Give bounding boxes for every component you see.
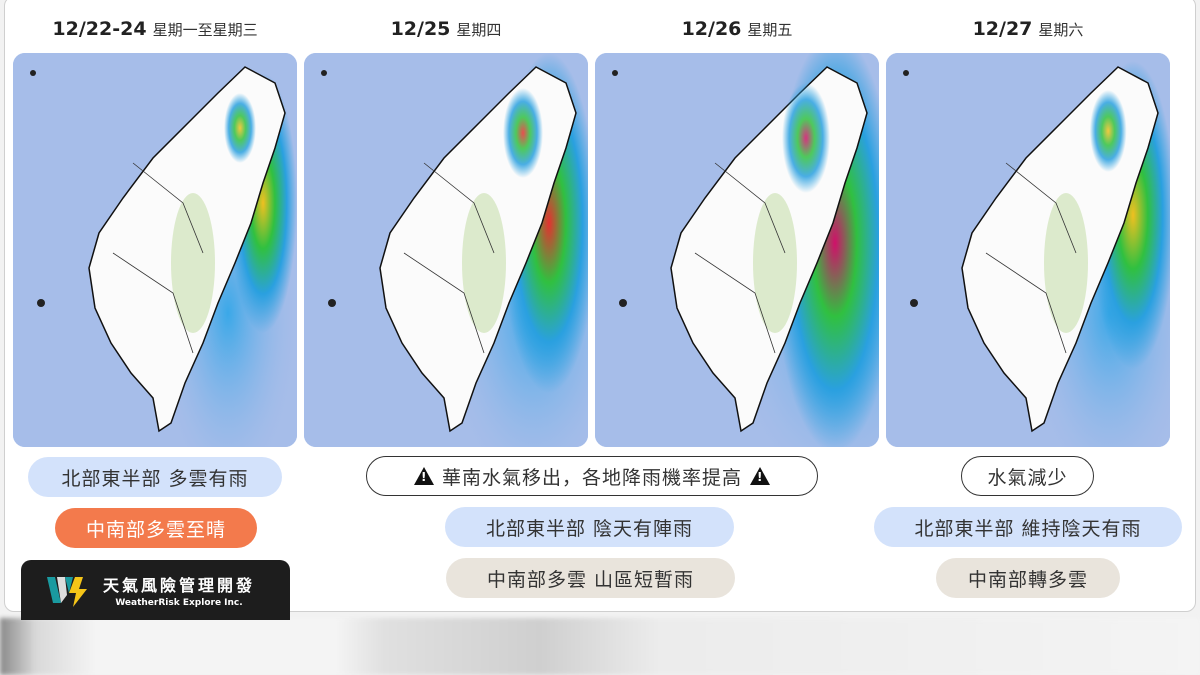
weekday: 星期四	[456, 21, 502, 39]
weatherrisk-wl-logo-icon	[47, 573, 89, 607]
date: 12/27	[972, 18, 1033, 40]
weekday: 星期一至星期三	[152, 21, 258, 39]
weekday: 星期五	[747, 21, 793, 39]
warning-icon	[750, 467, 770, 485]
date: 12/26	[681, 18, 742, 40]
logo-name-zh: 天氣風險管理開發	[103, 576, 256, 595]
rain-map-1	[13, 53, 297, 447]
warning-text: 華南水氣移出，各地降雨機率提高	[441, 466, 742, 489]
mid-north-forecast: 北部東半部 陰天有陣雨	[445, 507, 734, 547]
panel-3-heading: 12/26 星期五	[595, 18, 879, 40]
weatherrisk-logo: 天氣風險管理開發 WeatherRisk Explore Inc.	[21, 560, 290, 620]
p1-north-forecast: 北部東半部 多雲有雨	[28, 457, 282, 497]
weekday: 星期六	[1038, 21, 1084, 39]
panel-2-heading: 12/25 星期四	[304, 18, 588, 40]
mid-south-forecast: 中南部多雲 山區短暫雨	[446, 558, 735, 598]
rain-map-2	[304, 53, 588, 447]
panel-4-heading: 12/27 星期六	[886, 18, 1170, 40]
p4-south-forecast: 中南部轉多雲	[936, 558, 1120, 598]
warning-banner: 華南水氣移出，各地降雨機率提高	[366, 456, 818, 496]
p4-north-forecast: 北部東半部 維持陰天有雨	[874, 507, 1182, 547]
p1-south-forecast: 中南部多雲至晴	[55, 508, 257, 548]
blurred-background	[0, 618, 1200, 675]
warning-icon	[413, 467, 434, 485]
logo-name-en: WeatherRisk Explore Inc.	[115, 598, 243, 608]
panel-1-heading: 12/22-24 星期一至星期三	[13, 18, 297, 40]
date: 12/22-24	[52, 18, 147, 40]
rain-map-3	[595, 53, 879, 447]
rain-map-4	[886, 53, 1170, 447]
date: 12/25	[390, 18, 451, 40]
p4-summary: 水氣減少	[961, 456, 1094, 496]
